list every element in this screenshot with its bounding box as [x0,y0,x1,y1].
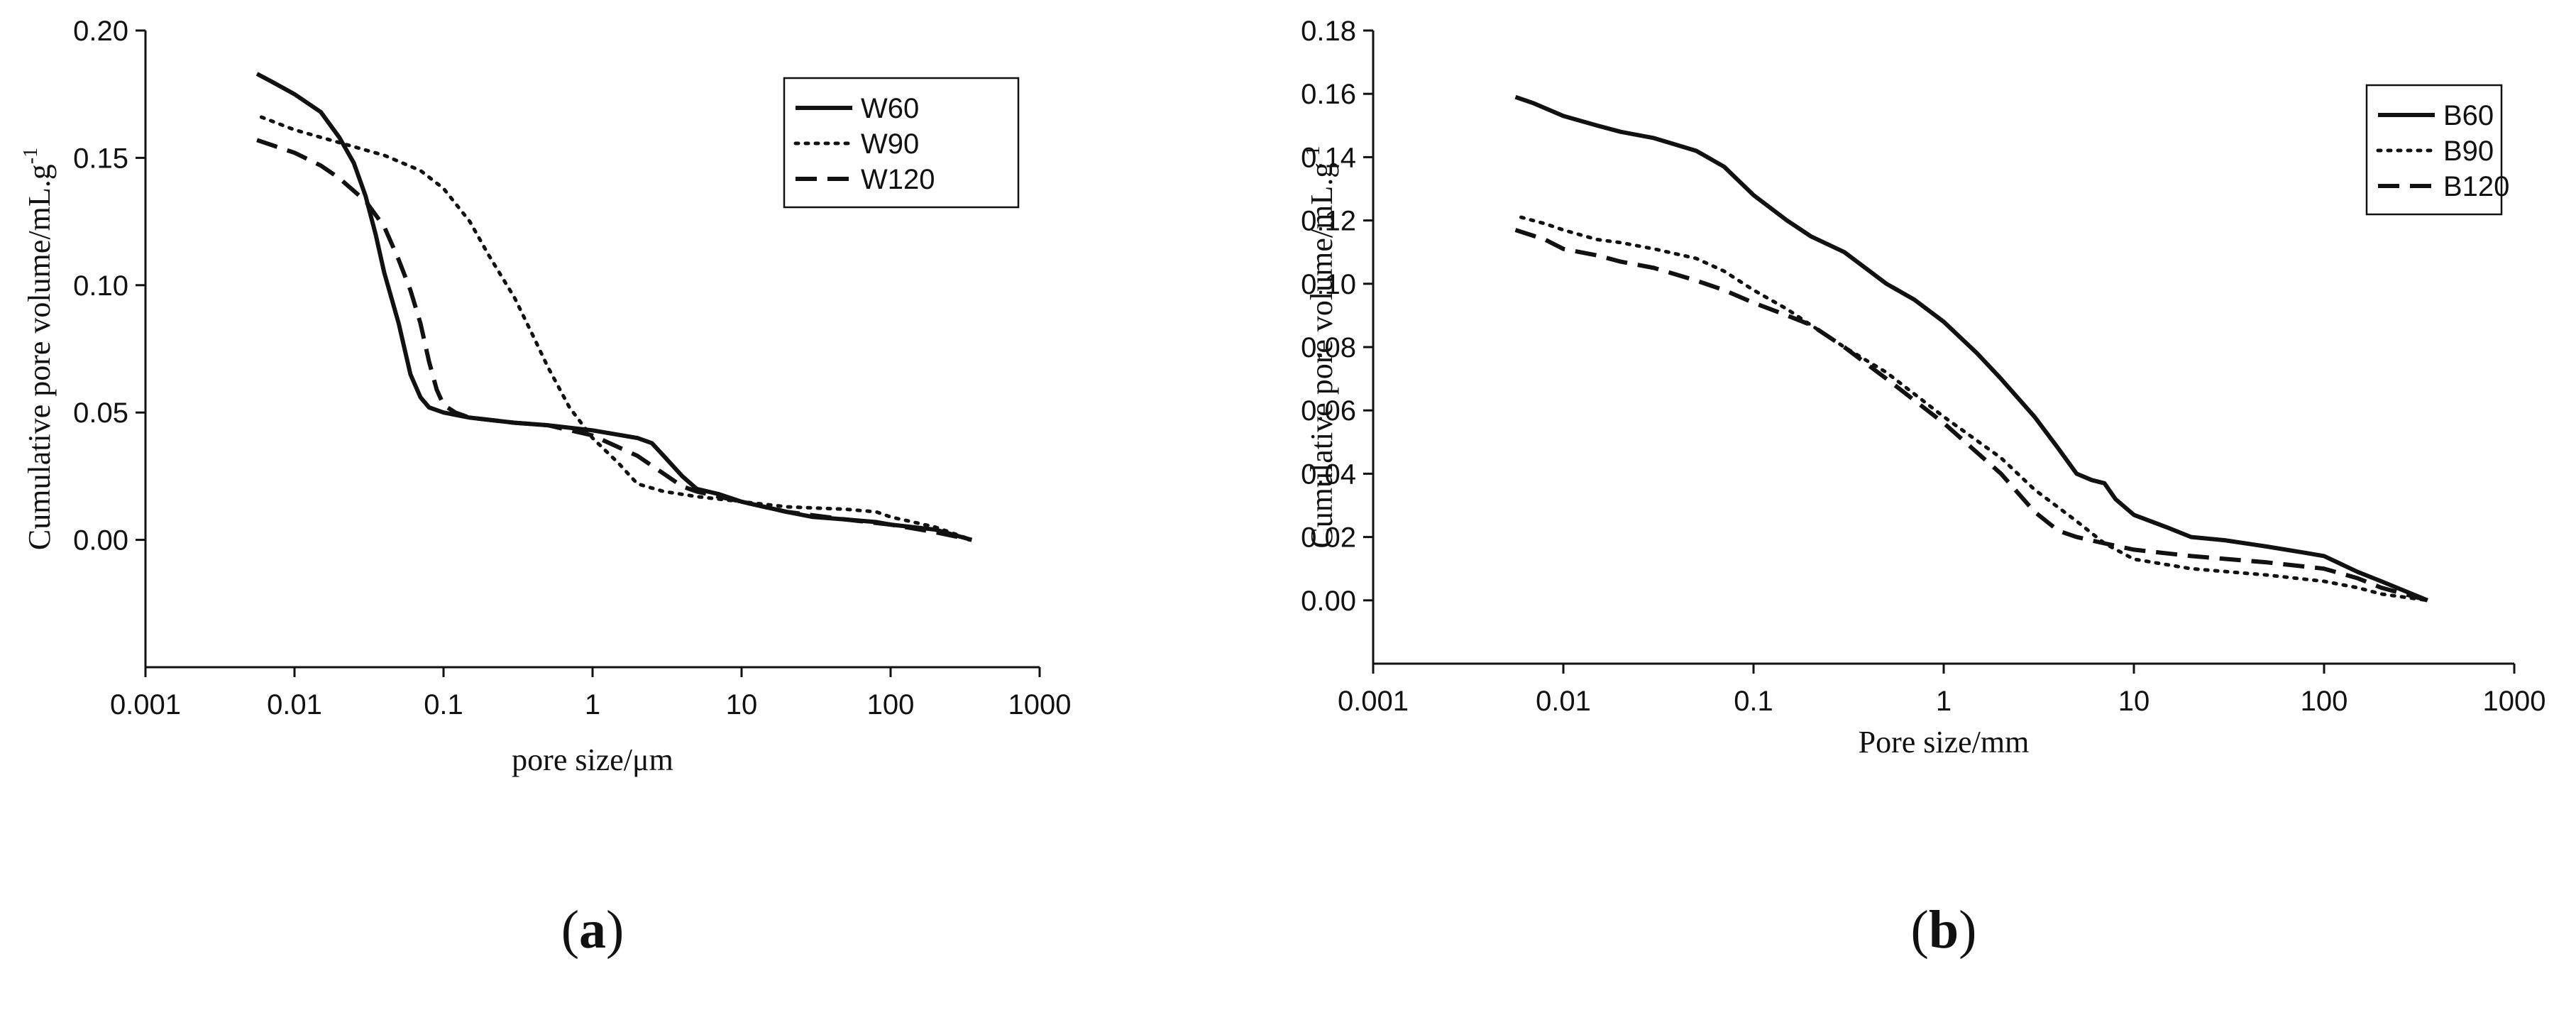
panel-label-letter: b [1929,900,1959,960]
x-axis-title: Pore size/mm [1859,725,2030,759]
y-tick-label: 0.08 [1301,332,1356,363]
x-tick-label: 1 [1936,686,1952,717]
panel-label-close-paren: ) [1959,900,1976,960]
x-axis-title: pore size/μm [512,742,673,777]
y-tick-label: 0.00 [1301,586,1356,617]
series-line-w60 [255,72,973,542]
y-tick-label: 0.14 [1301,142,1356,173]
y-tick-label: 0.00 [73,525,128,556]
y-tick-label: 0.20 [73,16,128,47]
panel-label-open-paren: ( [561,900,579,960]
y-tick-label: 0.15 [73,143,128,174]
series-line-b90 [1519,215,2430,603]
x-tick-label: 10 [2118,686,2150,717]
x-tick-label: 1000 [2483,686,2546,717]
y-tick-label: 0.04 [1301,459,1356,490]
y-axis-title-text: Cumulative pore volume/mL.g [1304,163,1339,549]
x-tick-label: 0.1 [424,689,463,720]
legend-label-b60: B60 [2443,100,2494,131]
legend-label-w60: W60 [861,93,919,124]
x-tick-label: 100 [2301,686,2348,717]
chart-panel-b: 0.00 0.02 0.04 0.06 0.08 0.10 0.12 0.14 0.16 0.18… [1288,0,2576,1015]
x-tick-label: 1000 [1008,689,1072,720]
panel-label-letter: a [579,900,606,960]
legend-label-b120: B120 [2443,171,2509,202]
panel-label-open-paren: ( [1911,900,1929,960]
y-tick-label: 0.02 [1301,522,1356,554]
legend-label-w90: W90 [861,128,919,160]
y-tick-label: 0.10 [73,270,128,302]
x-tick-label: 0.001 [1338,686,1409,717]
x-tick-label: 10 [726,689,758,720]
series-line-b60 [1514,94,2428,603]
y-tick-label: 0.06 [1301,395,1356,427]
y-tick-label: 0.16 [1301,79,1356,110]
series-line-b120 [1514,228,2428,603]
panel-label-close-paren: ) [606,900,624,960]
legend-box [783,77,1020,209]
panel-label: (a) [561,900,624,960]
chart-panel-a: 0.00 0.05 0.10 0.15 0.20 0.001 0.01 0.1 1 10 100 10… [20,16,1072,960]
x-tick-label: 0.001 [110,689,181,720]
y-tick-label: 0.10 [1301,269,1356,300]
chart-b-svg: 0.00 0.02 0.04 0.06 0.08 0.10 0.12 0.14 0.16 0.18… [1301,16,2546,960]
legend-label-b90: B90 [2443,136,2494,167]
x-tick-label: 0.01 [1536,686,1591,717]
y-axis-title-superscript: -1 [20,148,42,164]
y-axis-title-superscript: -1 [1302,146,1324,162]
chart-a-svg: 0.00 0.05 0.10 0.15 0.20 0.001 0.01 0.1 1 10 100 10… [20,16,1072,960]
x-tick-label: 0.01 [267,689,322,720]
y-tick-label: 0.12 [1301,206,1356,237]
y-tick-label: 0.18 [1301,16,1356,47]
x-tick-label: 1 [585,689,600,720]
panel-label: (b) [1911,900,1977,960]
series-line-w120 [256,138,972,542]
y-tick-label: 0.05 [73,397,128,429]
series-line-w90 [259,115,974,542]
y-axis-title-text: Cumulative pore volume/mL.g [22,164,57,550]
y-axis-title: Cumulative pore volume/mL.g-1 [1302,146,1339,548]
x-tick-label: 0.1 [1734,686,1773,717]
x-tick-label: 100 [867,689,915,720]
y-axis-title: Cumulative pore volume/mL.g-1 [20,148,57,550]
legend-label-w120: W120 [861,164,935,195]
